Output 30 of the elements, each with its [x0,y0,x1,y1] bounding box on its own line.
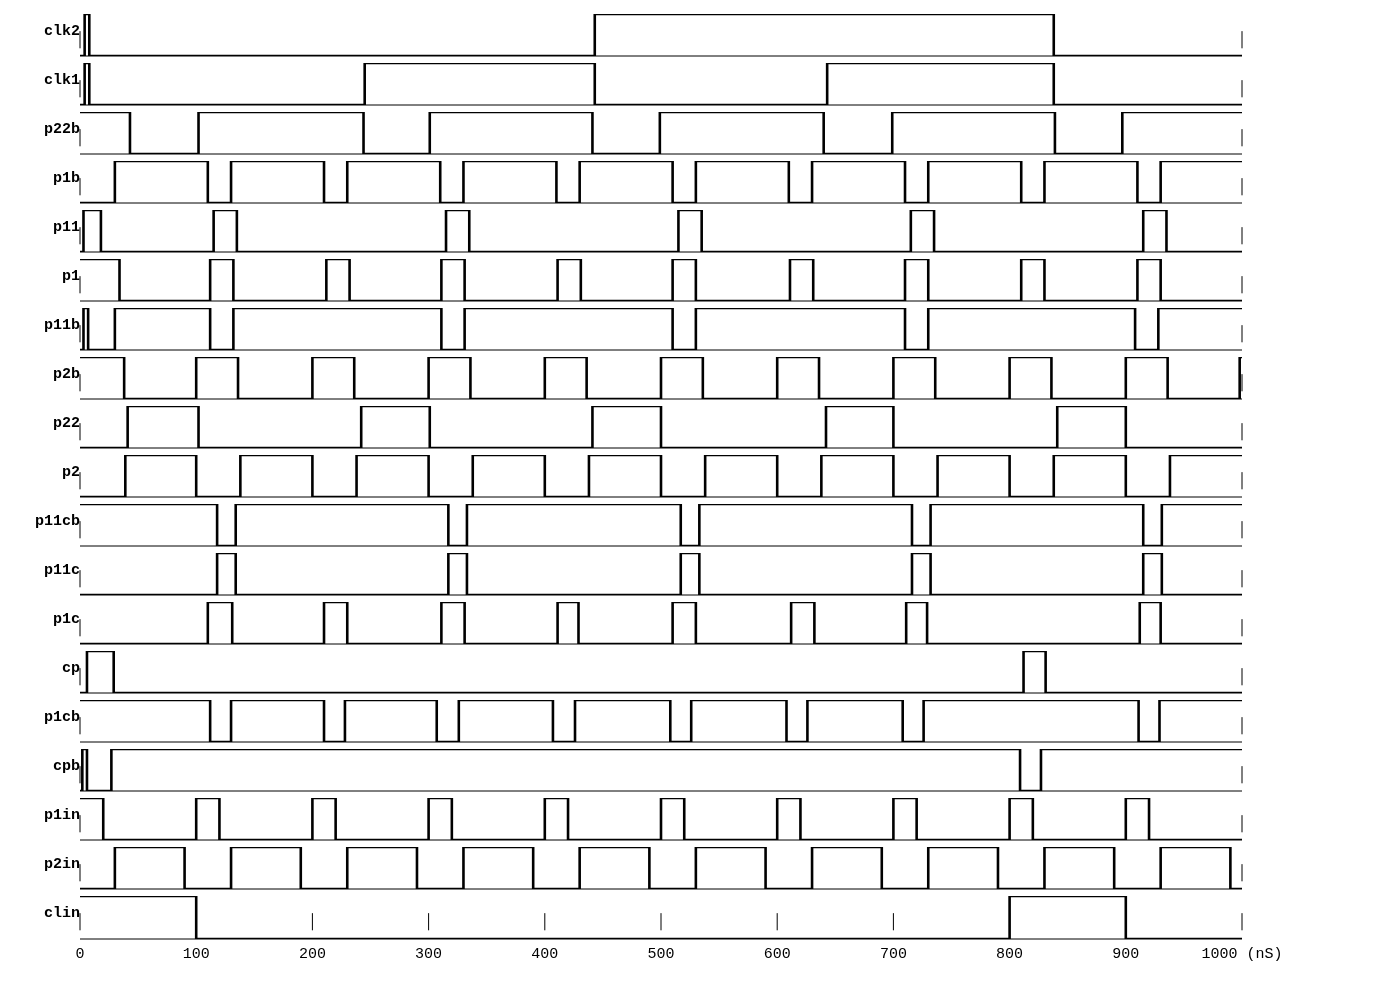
x-tick-label: 0 [75,945,85,963]
x-tick-label: 600 [763,945,791,963]
y-axis-title: cp [61,659,80,677]
y-axis-title: p2b [52,365,80,383]
x-tick-label: 400 [531,945,559,963]
y-axis-title: p2in [43,855,80,873]
y-axis-title: p1in [43,806,80,824]
y-axis-title: clk2 [43,22,80,40]
y-axis-title: p11 [52,218,80,236]
x-tick-label: 200 [298,945,326,963]
y-axis-title: p11cb [34,512,80,530]
x-tick-label: 700 [879,945,907,963]
y-axis-title: p1 [61,267,80,285]
x-tick-label: 100 [182,945,210,963]
x-tick-label: 500 [647,945,675,963]
y-axis-title: p11c [43,561,80,579]
y-axis-title: cpb [52,757,80,775]
y-axis-title: p11b [43,316,80,334]
y-axis-title: p1cb [43,708,80,726]
y-axis-title: p1b [52,169,80,187]
x-tick-label: 1000 (nS) [1201,945,1283,963]
y-axis-title: p22 [52,414,80,432]
x-tick-label: 300 [415,945,443,963]
x-tick-label: 800 [996,945,1024,963]
y-axis-title: p2 [61,463,80,481]
x-tick-label: 900 [1112,945,1140,963]
y-axis-title: p1c [52,610,80,628]
y-axis-title: clk1 [43,71,80,89]
y-axis-title: clin [43,904,80,922]
y-axis-title: p22b [43,120,80,138]
